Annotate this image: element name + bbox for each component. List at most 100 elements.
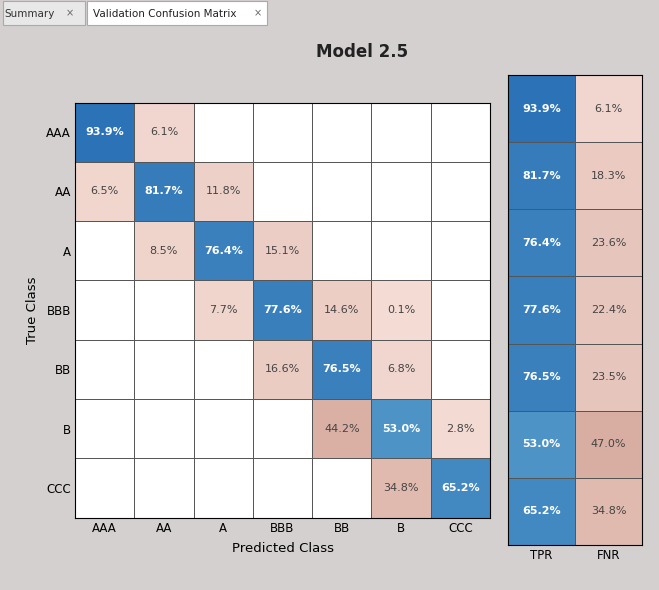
Bar bbox=[575, 277, 642, 343]
Bar bbox=[253, 340, 312, 399]
Bar bbox=[194, 162, 253, 221]
Bar bbox=[312, 221, 372, 280]
Bar bbox=[75, 162, 134, 221]
Bar bbox=[75, 340, 134, 399]
Text: 11.8%: 11.8% bbox=[206, 186, 241, 196]
Bar bbox=[508, 209, 575, 277]
Text: 8.5%: 8.5% bbox=[150, 245, 178, 255]
Text: 23.6%: 23.6% bbox=[591, 238, 626, 248]
Text: ×: × bbox=[254, 8, 262, 18]
Bar bbox=[372, 162, 431, 221]
Bar bbox=[508, 75, 575, 142]
Text: 65.2%: 65.2% bbox=[441, 483, 480, 493]
Text: Summary: Summary bbox=[5, 9, 55, 19]
Bar bbox=[508, 478, 575, 545]
X-axis label: Predicted Class: Predicted Class bbox=[231, 542, 333, 555]
Bar bbox=[372, 458, 431, 517]
Text: 23.5%: 23.5% bbox=[591, 372, 626, 382]
Bar bbox=[134, 458, 194, 517]
Bar bbox=[134, 340, 194, 399]
Bar bbox=[312, 340, 372, 399]
Bar bbox=[194, 221, 253, 280]
Bar bbox=[508, 411, 575, 478]
Bar bbox=[134, 162, 194, 221]
Text: 77.6%: 77.6% bbox=[522, 305, 561, 315]
Bar bbox=[431, 458, 490, 517]
Text: 2.8%: 2.8% bbox=[446, 424, 474, 434]
Bar bbox=[372, 280, 431, 340]
Text: 76.4%: 76.4% bbox=[522, 238, 561, 248]
Bar bbox=[372, 340, 431, 399]
Bar bbox=[194, 340, 253, 399]
Text: 47.0%: 47.0% bbox=[591, 440, 626, 450]
Bar bbox=[312, 458, 372, 517]
Y-axis label: True Class: True Class bbox=[26, 276, 39, 344]
Bar bbox=[134, 103, 194, 162]
Bar bbox=[75, 103, 134, 162]
Bar bbox=[575, 142, 642, 209]
Bar bbox=[194, 103, 253, 162]
Text: 44.2%: 44.2% bbox=[324, 424, 360, 434]
Text: 76.5%: 76.5% bbox=[522, 372, 561, 382]
Bar bbox=[508, 277, 575, 343]
Text: 93.9%: 93.9% bbox=[522, 104, 561, 113]
Bar bbox=[312, 399, 372, 458]
Text: 6.1%: 6.1% bbox=[150, 127, 178, 137]
Text: 15.1%: 15.1% bbox=[265, 245, 300, 255]
Text: 81.7%: 81.7% bbox=[522, 171, 561, 181]
Text: 65.2%: 65.2% bbox=[522, 506, 561, 516]
Bar bbox=[75, 458, 134, 517]
Text: 76.5%: 76.5% bbox=[322, 364, 361, 374]
Text: 93.9%: 93.9% bbox=[85, 127, 124, 137]
Bar bbox=[253, 103, 312, 162]
Bar bbox=[194, 280, 253, 340]
Bar bbox=[3, 1, 85, 25]
Text: 18.3%: 18.3% bbox=[591, 171, 626, 181]
Bar bbox=[253, 221, 312, 280]
Bar bbox=[134, 221, 194, 280]
Bar bbox=[575, 343, 642, 411]
Bar bbox=[431, 221, 490, 280]
Text: 34.8%: 34.8% bbox=[384, 483, 419, 493]
Bar bbox=[75, 280, 134, 340]
Text: ×: × bbox=[66, 8, 74, 18]
Bar bbox=[508, 343, 575, 411]
Bar bbox=[575, 478, 642, 545]
Text: 22.4%: 22.4% bbox=[590, 305, 627, 315]
Text: 6.8%: 6.8% bbox=[387, 364, 415, 374]
Text: 81.7%: 81.7% bbox=[144, 186, 183, 196]
Bar bbox=[431, 280, 490, 340]
Bar bbox=[253, 162, 312, 221]
Bar bbox=[431, 399, 490, 458]
Text: 76.4%: 76.4% bbox=[204, 245, 243, 255]
Bar bbox=[253, 280, 312, 340]
Bar bbox=[431, 103, 490, 162]
Bar bbox=[312, 103, 372, 162]
Text: 6.5%: 6.5% bbox=[90, 186, 119, 196]
Bar bbox=[194, 458, 253, 517]
Bar bbox=[312, 280, 372, 340]
Bar bbox=[508, 142, 575, 209]
Bar bbox=[134, 280, 194, 340]
Text: Model 2.5: Model 2.5 bbox=[316, 43, 409, 61]
Text: 77.6%: 77.6% bbox=[263, 305, 302, 315]
Text: 53.0%: 53.0% bbox=[523, 440, 561, 450]
Bar bbox=[372, 221, 431, 280]
Bar bbox=[312, 162, 372, 221]
Text: 7.7%: 7.7% bbox=[209, 305, 237, 315]
Bar bbox=[575, 209, 642, 277]
Bar bbox=[134, 399, 194, 458]
Bar bbox=[194, 399, 253, 458]
Bar bbox=[253, 458, 312, 517]
Bar bbox=[431, 340, 490, 399]
Bar bbox=[372, 399, 431, 458]
Text: 6.1%: 6.1% bbox=[594, 104, 623, 113]
Text: 0.1%: 0.1% bbox=[387, 305, 415, 315]
Text: 14.6%: 14.6% bbox=[324, 305, 359, 315]
Text: Validation Confusion Matrix: Validation Confusion Matrix bbox=[94, 9, 237, 19]
Bar bbox=[431, 162, 490, 221]
Bar bbox=[575, 411, 642, 478]
Bar bbox=[75, 399, 134, 458]
Bar bbox=[75, 221, 134, 280]
Bar bbox=[575, 75, 642, 142]
